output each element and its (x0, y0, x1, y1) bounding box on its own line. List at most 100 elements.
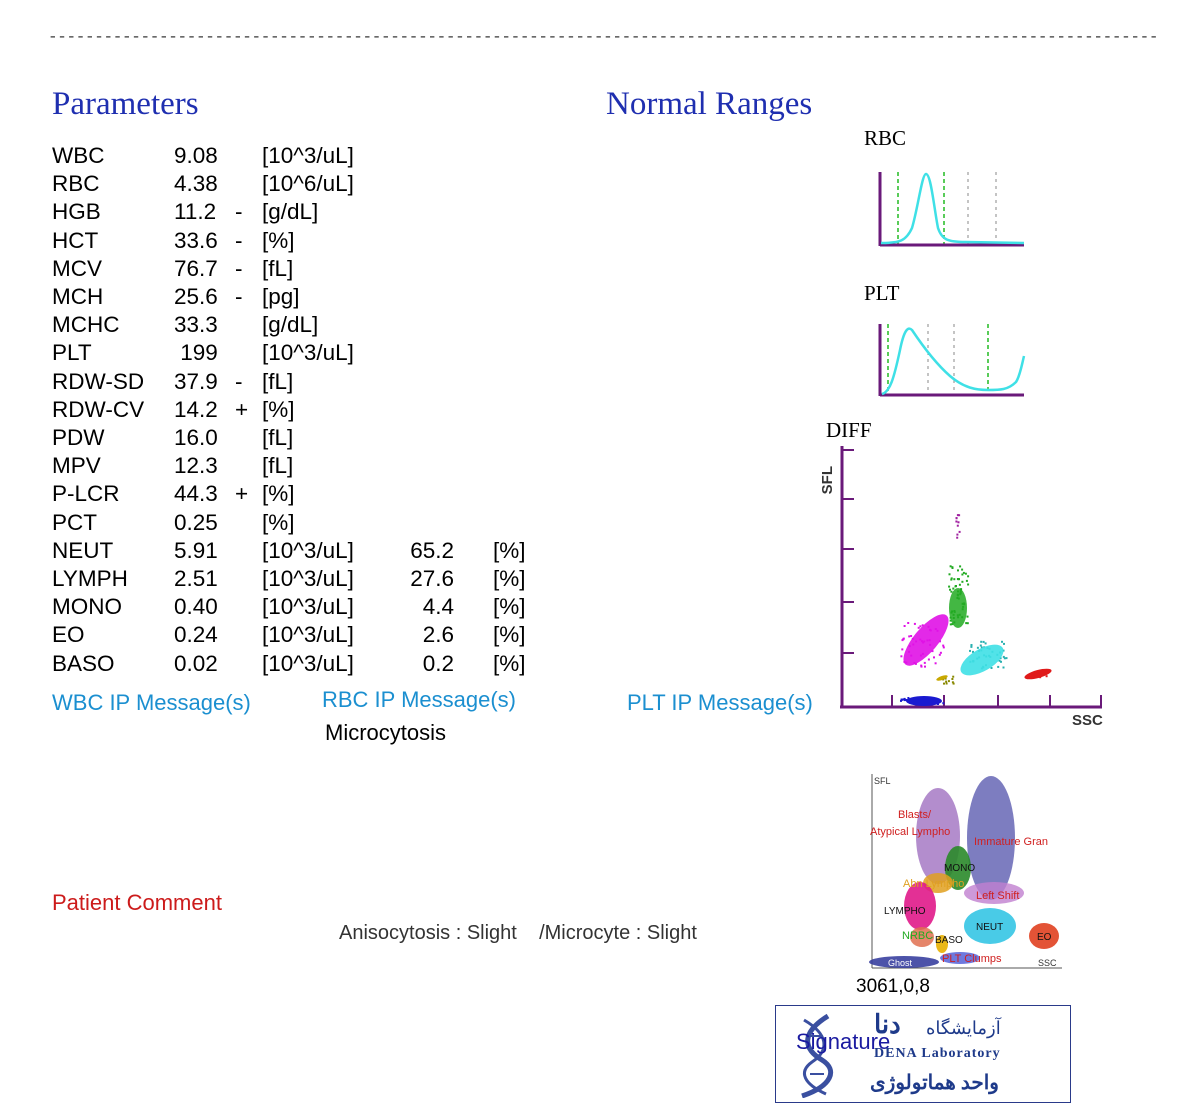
param-unit: [fL] (262, 368, 294, 394)
scatter-dot (948, 573, 951, 576)
scatter-dot (948, 585, 951, 588)
param-name: HCT (52, 227, 99, 253)
scatter-dot (972, 650, 974, 653)
param-value: 0.24 (174, 622, 218, 648)
param-value: 16.0 (174, 425, 218, 450)
param-name: RDW-CV (52, 396, 145, 422)
scatter-dot (933, 656, 935, 659)
param-percent-unit: [%] (493, 650, 526, 676)
param-name: PCT (52, 509, 97, 535)
plt-curve (881, 327, 1026, 396)
diff-scattergram-title: DIFF (826, 418, 872, 442)
scatter-dot (952, 587, 955, 590)
param-unit: [10^3/uL] (262, 594, 354, 620)
scatter-dot (954, 585, 957, 588)
scatter-dot (942, 702, 945, 705)
param-unit: [g/dL] (262, 312, 319, 338)
scatter-dot (966, 622, 969, 625)
wbc-ip-message-label: WBC IP Message(s) (52, 690, 251, 715)
legend-ghost: Ghost (888, 958, 913, 968)
scatter-dot (997, 665, 1000, 668)
param-value: 0.40 (174, 594, 218, 620)
scatter-dot (913, 622, 916, 625)
param-unit: [10^3/uL] (262, 143, 354, 168)
scatter-dot (951, 566, 954, 569)
param-name: P-LCR (52, 481, 120, 507)
scatter-dot (951, 681, 954, 684)
param-unit: [pg] (262, 284, 300, 309)
param-value: 5.91 (174, 537, 218, 563)
sample-code: 3061,0,8 (856, 976, 930, 997)
scatter-dot (1045, 675, 1048, 678)
param-percent: 0.2 (422, 650, 454, 676)
scatter-dot (938, 653, 941, 656)
scatter-dot (931, 650, 934, 653)
scatter-dot (903, 699, 906, 702)
scatter-dot (952, 675, 955, 678)
scatter-dot (1002, 655, 1005, 658)
param-value: 33.6 (174, 227, 218, 253)
param-value: 14.2 (174, 396, 218, 422)
legend-plt-clumps: PLT Clumps (942, 953, 1002, 965)
scatter-dot (900, 698, 903, 701)
param-unit: [10^3/uL] (262, 537, 354, 563)
param-value: 11.2 (174, 199, 217, 225)
left-shift-region (964, 882, 1024, 904)
scatter-dot (976, 646, 979, 649)
lymph-cluster (903, 614, 949, 666)
scatter-dot (962, 571, 965, 574)
scatter-dot (958, 530, 961, 533)
legend-baso: BASO (935, 935, 963, 946)
param-name: PLT (52, 340, 92, 366)
scatter-dot (970, 644, 973, 646)
scatter-dot (900, 655, 903, 658)
lab-name-fa: دنا (874, 1010, 901, 1039)
scatter-dot (950, 577, 953, 580)
param-value: 4.38 (174, 171, 218, 197)
param-name: WBC (52, 143, 105, 168)
baso-region (936, 935, 948, 953)
scatter-dot (914, 662, 917, 665)
param-name: MCHC (52, 312, 120, 338)
scatter-dot (934, 662, 937, 665)
scatter-dot (980, 640, 983, 643)
param-name: BASO (52, 650, 115, 676)
param-unit: [%] (262, 481, 295, 507)
scatter-dot (990, 667, 993, 669)
param-unit: [%] (262, 227, 295, 253)
legend-x-label: SSC (1038, 958, 1057, 968)
param-name: PDW (52, 425, 105, 450)
param-value: 33.3 (174, 312, 218, 338)
immature-gran-region (967, 776, 1015, 900)
param-unit: [fL] (262, 255, 294, 281)
param-value: 25.6 (174, 284, 218, 309)
mono-cluster (949, 588, 967, 628)
scatter-dot (1002, 666, 1005, 669)
scatter-dot (920, 664, 923, 667)
scatter-dot (965, 579, 968, 582)
eo-cluster (1024, 668, 1052, 680)
scatter-dot (901, 639, 904, 642)
scatter-dot (910, 635, 913, 637)
scatter-dot (924, 665, 926, 668)
param-percent: 65.2 (410, 537, 454, 563)
rbc-ip-message: Microcytosis (325, 720, 447, 745)
param-value: 12.3 (174, 453, 218, 479)
scatter-dot (955, 517, 958, 520)
scatter-dot (979, 644, 982, 647)
scatter-dot (960, 588, 963, 591)
scatter-dot (969, 649, 971, 652)
scatter-dot (965, 622, 968, 625)
legend-mono: MONO (944, 863, 975, 874)
param-flag: - (235, 284, 243, 309)
param-value: 0.02 (174, 650, 218, 676)
baso-cluster (936, 675, 948, 681)
scatter-dot (967, 575, 970, 578)
param-flag: - (235, 255, 243, 281)
scatter-dot (908, 635, 911, 638)
param-value: 199 (174, 340, 218, 366)
param-name: MCV (52, 255, 102, 281)
scatter-dot (944, 677, 947, 680)
param-unit: [%] (262, 509, 295, 535)
scatter-dot (1002, 649, 1005, 652)
